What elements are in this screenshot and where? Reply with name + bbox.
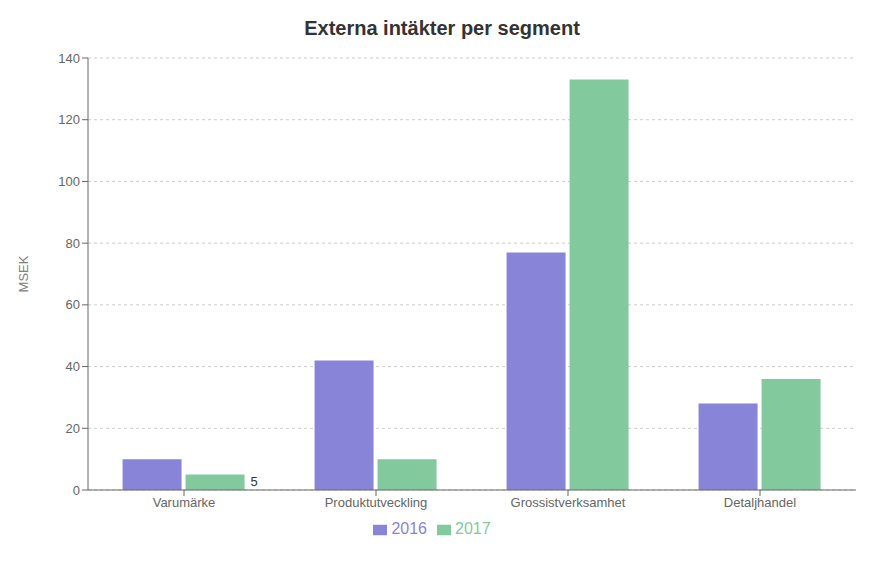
svg-text:Produktutveckling: Produktutveckling [325, 495, 428, 510]
svg-text:100: 100 [58, 174, 80, 189]
svg-text:120: 120 [58, 112, 80, 127]
svg-text:80: 80 [66, 236, 80, 251]
html-text:Externa intäkter per segment: Externa intäkter per segment [304, 17, 580, 39]
svg-text:Varumärke: Varumärke [153, 495, 216, 510]
svg-text:Grossistverksamhet: Grossistverksamhet [511, 495, 626, 510]
svg-text:40: 40 [66, 359, 80, 374]
svg-text:20: 20 [66, 421, 80, 436]
html-text:2017: 2017 [455, 520, 491, 537]
html-text:2016: 2016 [391, 520, 427, 537]
svg-text:5: 5 [251, 474, 258, 489]
svg-text:0: 0 [73, 483, 80, 498]
svg-text:Detaljhandel: Detaljhandel [724, 495, 796, 510]
svg-text:MSEK: MSEK [16, 255, 31, 292]
svg-text:60: 60 [66, 297, 80, 312]
svg-text:140: 140 [58, 51, 80, 66]
